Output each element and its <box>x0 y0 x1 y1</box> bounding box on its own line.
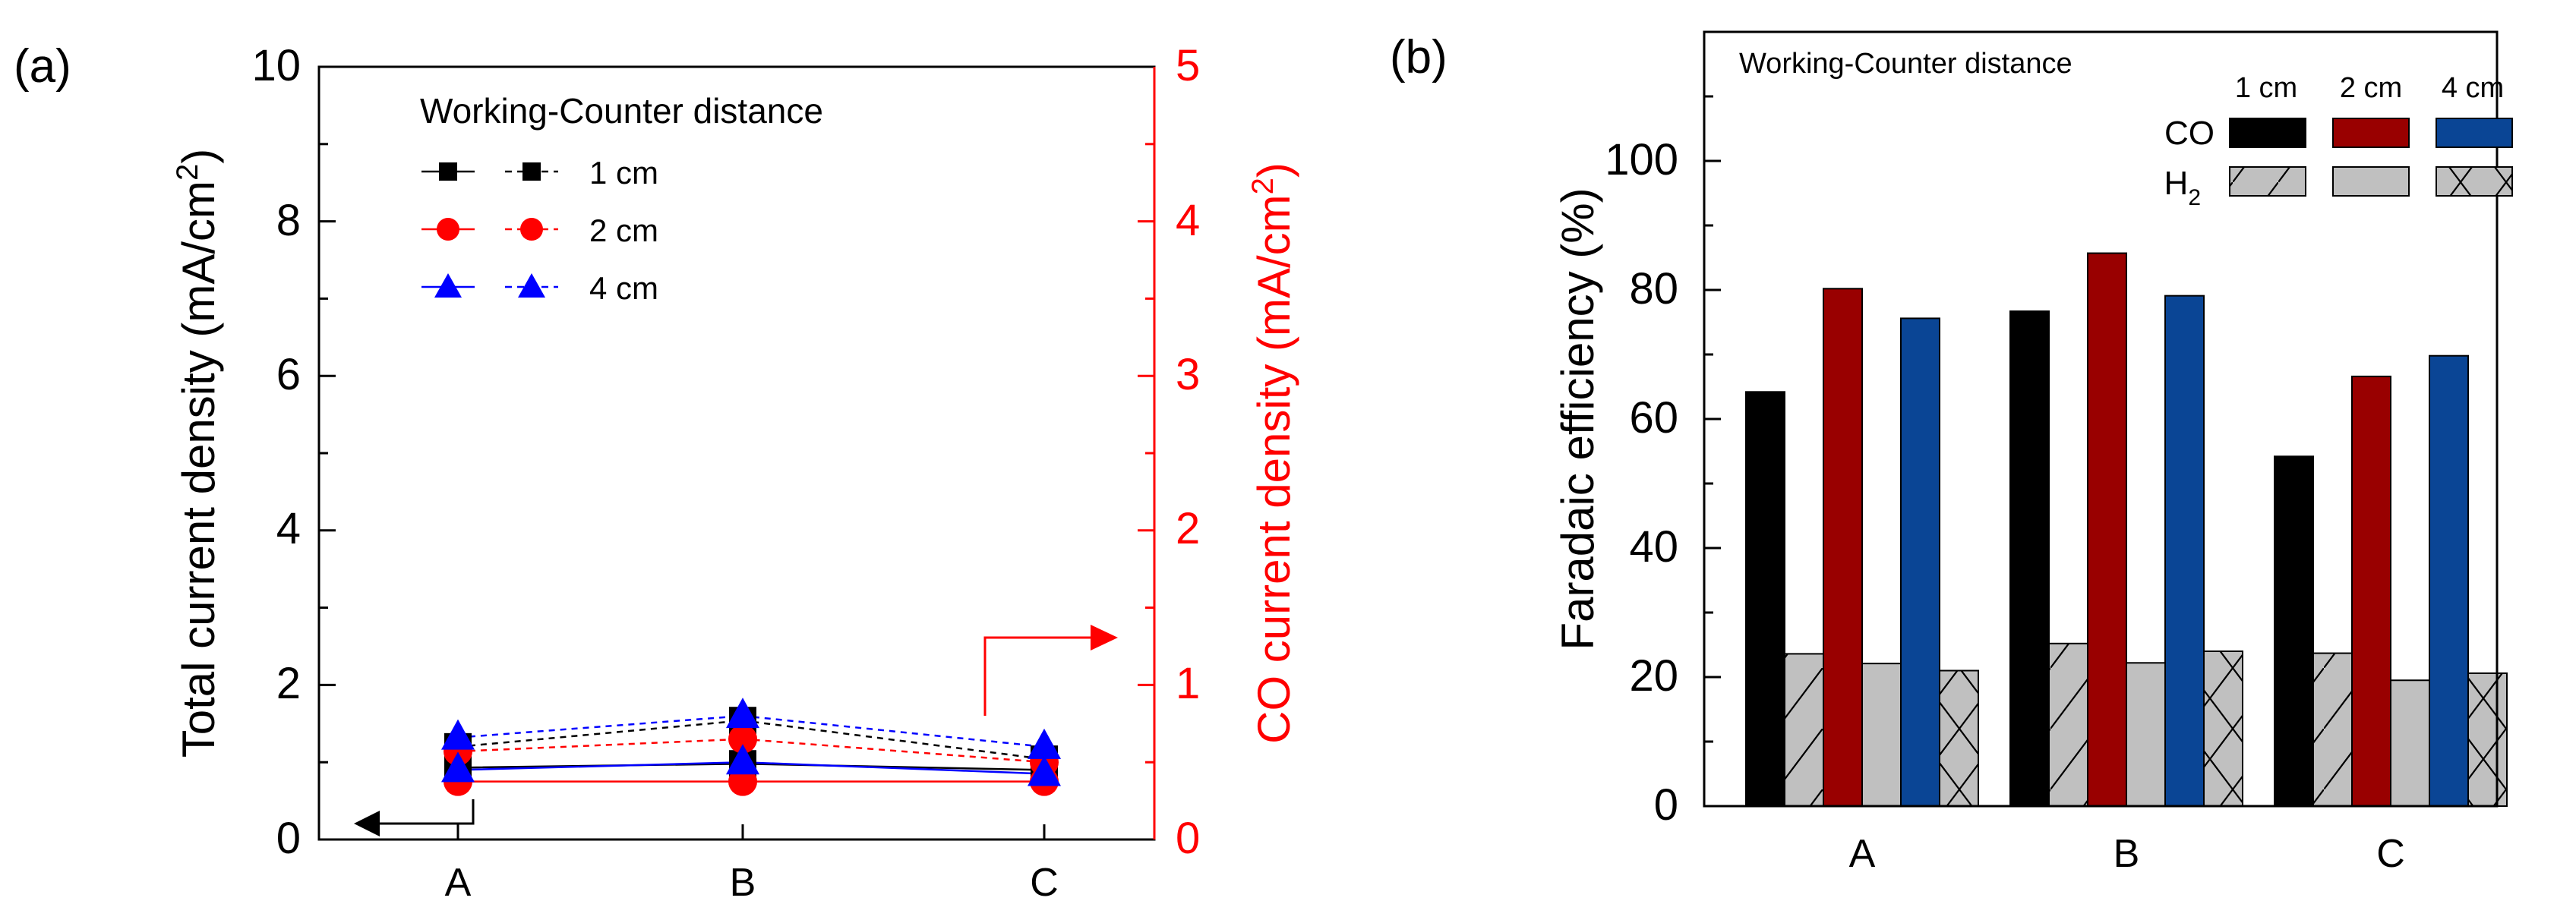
b-tick-label: 20 <box>1629 651 1678 701</box>
panel-a-label: (a) <box>14 40 71 93</box>
right-tick-label: 0 <box>1176 814 1200 863</box>
b-legend-co-4cm <box>2436 118 2513 148</box>
bar-co-4-cm-C <box>2429 354 2469 807</box>
co-point-4cm <box>726 698 759 729</box>
b-legend-dist-1cm: 1 cm <box>2235 72 2297 104</box>
b-axis-title: Faradaic efficiency (%) <box>1552 187 1603 650</box>
panel-a-markers <box>441 698 1061 796</box>
b-x-tick-label-A: A <box>1849 832 1876 876</box>
left-tick-label: 4 <box>276 504 301 553</box>
b-legend-dist-2cm: 2 cm <box>2340 72 2402 104</box>
b-legend-dist-4cm: 4 cm <box>2442 72 2504 104</box>
left-tick-label: 8 <box>276 196 301 245</box>
co-point-4cm <box>441 719 475 750</box>
legend-label-1cm: 1 cm <box>589 155 658 191</box>
left-axis-arrow <box>380 799 475 825</box>
b-tick-label: 40 <box>1629 522 1678 572</box>
right-arrow-head <box>1091 625 1118 651</box>
legend-label-2cm: 2 cm <box>589 213 658 248</box>
left-tick-label: 10 <box>251 41 301 90</box>
b-tick-label: 60 <box>1629 393 1678 443</box>
legend-marker-4cm <box>518 273 545 298</box>
bar-h2-4-cm-A <box>1939 669 1979 807</box>
bar-co-4-cm-A <box>1900 317 1940 807</box>
right-tick-label: 4 <box>1176 196 1200 245</box>
bar-co-1-cm-B <box>2009 310 2050 807</box>
panel-b-bars <box>1745 252 2508 808</box>
bar-co-2-cm-B <box>2087 252 2127 807</box>
right-axis-arrow <box>983 636 1091 716</box>
bar-h2-1-cm-B <box>2048 642 2088 807</box>
b-legend-title: Working-Counter distance <box>1739 48 2072 80</box>
left-tick-label: 6 <box>276 350 301 399</box>
right-tick-label: 2 <box>1176 504 1200 553</box>
panel-a-legend: Working-Counter distance 1 cm 2 cm 4 cm <box>420 91 823 306</box>
b-tick-label: 0 <box>1654 780 1678 830</box>
legend-marker-1cm <box>522 162 541 181</box>
b-legend-co-2cm <box>2332 118 2410 148</box>
left-tick-label: 2 <box>276 659 301 708</box>
bar-co-2-cm-C <box>2351 375 2391 807</box>
b-legend-h2: H2 <box>2164 165 2201 210</box>
b-legend-h2-2cm <box>2332 166 2410 197</box>
bar-h2-1-cm-C <box>2312 652 2353 807</box>
legend-label-4cm: 4 cm <box>589 270 658 306</box>
b-legend-h2-4cm <box>2436 166 2513 197</box>
panel-a: (a) 0 2 4 6 8 10 0 1 2 3 4 5 A B C Total… <box>14 40 1299 905</box>
right-axis-title: CO current density (mA/cm2) <box>1246 162 1299 744</box>
legend-marker-4cm <box>434 273 462 298</box>
x-tick-label-C: C <box>1030 861 1059 905</box>
right-tick-label: 5 <box>1176 41 1200 90</box>
x-tick-label-A: A <box>445 861 472 905</box>
panel-b-legend: Working-Counter distance 1 cm 2 cm 4 cm … <box>1739 48 2513 210</box>
total-point-4cm <box>441 751 475 783</box>
left-axis-title: Total current density (mA/cm2) <box>171 149 224 758</box>
b-tick-label: 100 <box>1605 135 1678 184</box>
b-legend-co-1cm <box>2229 118 2306 148</box>
bar-h2-1-cm-A <box>1784 653 1824 808</box>
b-legend-co: CO <box>2164 115 2215 152</box>
bar-h2-2-cm-A <box>1861 663 1902 808</box>
left-tick-label: 0 <box>276 814 301 863</box>
panel-b: (b) 0 20 40 60 80 100 A B C Faradaic eff… <box>1390 30 2513 876</box>
total-point-4cm <box>726 744 759 775</box>
right-tick-label: 3 <box>1176 350 1200 399</box>
legend-marker-1cm <box>439 162 457 181</box>
total-point-4cm <box>1028 755 1061 786</box>
panel-b-plot-frame <box>1703 30 2499 808</box>
co-point-2cm <box>728 724 757 754</box>
legend-marker-2cm <box>437 218 459 241</box>
b-legend-h2-1cm <box>2229 166 2306 197</box>
x-tick-label-B: B <box>730 861 756 905</box>
bar-h2-2-cm-C <box>2390 679 2430 807</box>
bar-co-4-cm-B <box>2164 295 2205 807</box>
co-point-4cm <box>1028 728 1061 759</box>
bar-h2-4-cm-C <box>2467 672 2508 808</box>
bar-h2-2-cm-B <box>2126 662 2166 807</box>
legend-title: Working-Counter distance <box>420 91 823 131</box>
bar-co-2-cm-A <box>1823 288 1863 807</box>
b-x-tick-label-B: B <box>2114 832 2140 876</box>
legend-marker-2cm <box>520 218 543 241</box>
b-x-tick-label-C: C <box>2376 832 2405 876</box>
bar-h2-4-cm-B <box>2203 651 2243 807</box>
b-tick-label: 80 <box>1629 264 1678 313</box>
bar-co-1-cm-C <box>2274 455 2314 807</box>
panel-b-label: (b) <box>1390 31 1447 83</box>
right-tick-label: 1 <box>1176 659 1200 708</box>
left-arrow-head <box>354 811 380 836</box>
bar-co-1-cm-A <box>1745 391 1785 807</box>
